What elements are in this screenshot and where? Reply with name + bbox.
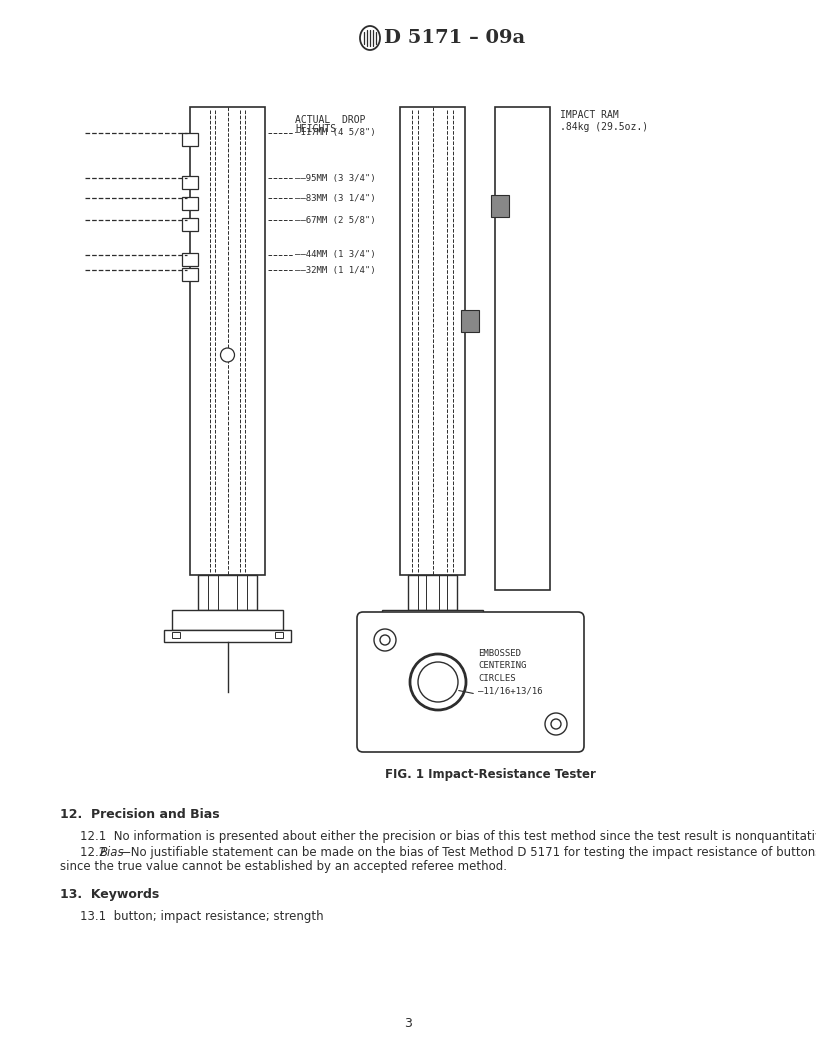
Text: 13.1  button; impact resistance; strength: 13.1 button; impact resistance; strength bbox=[80, 910, 324, 923]
Bar bbox=[185, 178, 196, 187]
Bar bbox=[182, 268, 198, 281]
Bar bbox=[185, 220, 196, 229]
Bar bbox=[172, 631, 180, 638]
Bar bbox=[374, 630, 491, 642]
Bar bbox=[408, 576, 457, 610]
Circle shape bbox=[410, 654, 466, 710]
Text: D 5171 – 09a: D 5171 – 09a bbox=[384, 29, 526, 48]
Text: 12.1  No information is presented about either the precision or bias of this tes: 12.1 No information is presented about e… bbox=[80, 830, 816, 843]
Text: ACTUAL  DROP: ACTUAL DROP bbox=[295, 115, 366, 125]
Text: 13.  Keywords: 13. Keywords bbox=[60, 888, 159, 901]
Circle shape bbox=[380, 635, 390, 645]
Bar bbox=[164, 630, 291, 642]
Text: —117MM (4 5/8"): —117MM (4 5/8") bbox=[295, 129, 375, 137]
Circle shape bbox=[418, 662, 458, 702]
Bar bbox=[400, 107, 465, 576]
Text: IMPACT RAM: IMPACT RAM bbox=[560, 110, 619, 120]
Text: Bias: Bias bbox=[100, 846, 125, 859]
Bar bbox=[182, 133, 198, 146]
Bar bbox=[198, 576, 257, 610]
Bar bbox=[382, 610, 483, 630]
Bar bbox=[182, 218, 198, 231]
Text: ——95MM (3 3/4"): ——95MM (3 3/4") bbox=[295, 173, 375, 183]
Text: 12.  Precision and Bias: 12. Precision and Bias bbox=[60, 808, 220, 821]
Bar bbox=[172, 610, 283, 630]
Bar bbox=[185, 199, 196, 208]
Bar bbox=[475, 631, 483, 638]
Bar bbox=[182, 253, 198, 266]
Ellipse shape bbox=[360, 26, 380, 50]
Text: ——83MM (3 1/4"): ——83MM (3 1/4") bbox=[295, 193, 375, 203]
Bar bbox=[491, 195, 509, 216]
Text: EMBOSSED
CENTERING
CIRCLES
—11/16+13/16: EMBOSSED CENTERING CIRCLES —11/16+13/16 bbox=[478, 648, 543, 695]
Bar bbox=[461, 310, 479, 332]
Text: since the true value cannot be established by an accepted referee method.: since the true value cannot be establish… bbox=[60, 860, 507, 873]
Bar bbox=[382, 631, 390, 638]
Circle shape bbox=[220, 348, 234, 362]
Bar bbox=[190, 107, 265, 576]
Bar bbox=[185, 254, 196, 264]
FancyBboxPatch shape bbox=[357, 612, 584, 752]
Circle shape bbox=[374, 629, 396, 650]
Text: 12.2: 12.2 bbox=[80, 846, 113, 859]
Bar bbox=[275, 631, 283, 638]
Text: HEIGHTS: HEIGHTS bbox=[295, 124, 336, 134]
Bar bbox=[185, 135, 196, 144]
Text: .84kg (29.5oz.): .84kg (29.5oz.) bbox=[560, 122, 648, 132]
Bar bbox=[495, 107, 550, 590]
Circle shape bbox=[545, 713, 567, 735]
Text: FIG. 1 Impact-Resistance Tester: FIG. 1 Impact-Resistance Tester bbox=[385, 768, 596, 781]
Text: ——44MM (1 3/4"): ——44MM (1 3/4") bbox=[295, 250, 375, 260]
Circle shape bbox=[551, 719, 561, 729]
Text: —No justifiable statement can be made on the bias of Test Method D 5171 for test: —No justifiable statement can be made on… bbox=[119, 846, 816, 859]
Text: ——67MM (2 5/8"): ——67MM (2 5/8") bbox=[295, 215, 375, 225]
Bar bbox=[182, 176, 198, 189]
Bar bbox=[185, 270, 196, 279]
Text: ——32MM (1 1/4"): ——32MM (1 1/4") bbox=[295, 265, 375, 275]
Bar bbox=[182, 197, 198, 210]
Text: 3: 3 bbox=[404, 1017, 412, 1030]
